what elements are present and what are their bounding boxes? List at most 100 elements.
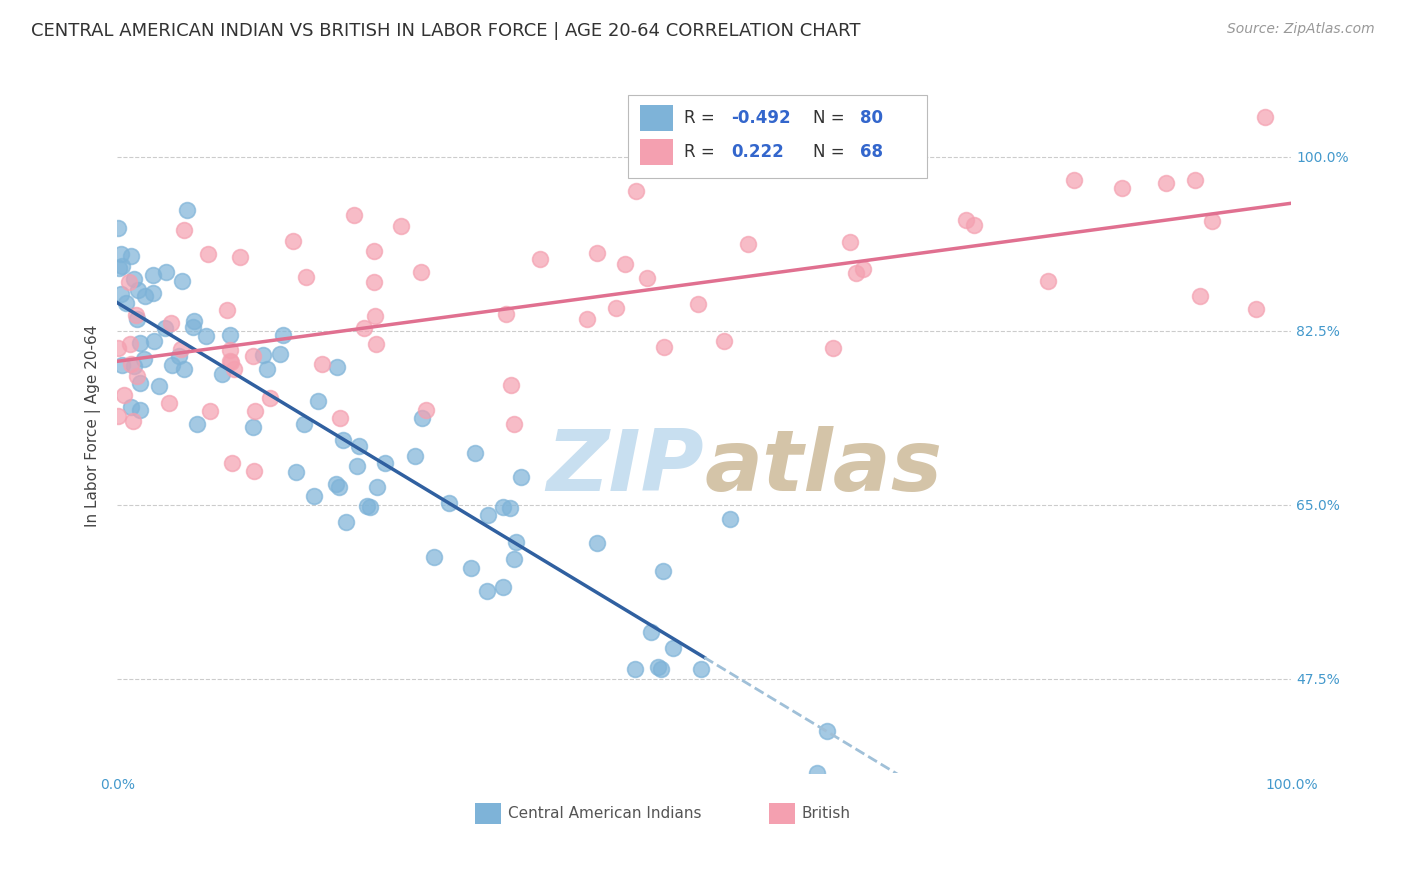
Point — [245, 404, 267, 418]
Point — [170, 343, 193, 357]
Point — [963, 218, 986, 232]
Point — [271, 328, 294, 343]
Point — [217, 303, 239, 318]
Point — [256, 362, 278, 376]
Point — [183, 314, 205, 328]
Point — [332, 433, 354, 447]
Point — [464, 446, 486, 460]
Point — [586, 246, 609, 260]
Point — [285, 465, 308, 479]
Text: 68: 68 — [860, 143, 883, 161]
Point — [605, 301, 627, 315]
Point — [200, 404, 222, 418]
Point — [157, 396, 180, 410]
FancyBboxPatch shape — [640, 138, 672, 165]
Point — [654, 340, 676, 354]
Text: 80: 80 — [860, 109, 883, 127]
Point — [129, 335, 152, 350]
Point — [242, 420, 264, 434]
Point — [129, 403, 152, 417]
Point — [120, 249, 142, 263]
Point — [125, 308, 148, 322]
Point — [1154, 176, 1177, 190]
Point — [415, 402, 437, 417]
Point — [343, 209, 366, 223]
Point — [169, 349, 191, 363]
Point — [112, 388, 135, 402]
Point — [148, 379, 170, 393]
Point — [359, 500, 381, 515]
Point — [492, 500, 515, 515]
FancyBboxPatch shape — [769, 804, 794, 824]
Point — [613, 256, 636, 270]
Text: atlas: atlas — [704, 425, 942, 508]
Point — [143, 334, 166, 348]
Point — [124, 272, 146, 286]
Point — [326, 360, 349, 375]
Point — [495, 307, 517, 321]
Point — [115, 295, 138, 310]
Point — [353, 321, 375, 335]
Point — [107, 341, 129, 355]
Point — [222, 362, 245, 376]
Point — [122, 359, 145, 374]
Point — [125, 369, 148, 384]
Point — [118, 337, 141, 351]
Point — [1201, 214, 1223, 228]
Point — [176, 203, 198, 218]
Point — [118, 275, 141, 289]
Point — [529, 252, 551, 267]
Text: Central American Indians: Central American Indians — [508, 806, 702, 822]
Point — [110, 246, 132, 260]
Point — [219, 354, 242, 368]
Point — [713, 334, 735, 348]
Point — [690, 662, 713, 676]
Text: -0.492: -0.492 — [731, 109, 792, 127]
Point — [142, 268, 165, 282]
Point — [170, 274, 193, 288]
Point — [110, 286, 132, 301]
Point — [652, 564, 675, 578]
Text: R =: R = — [685, 143, 725, 161]
Point — [107, 221, 129, 235]
Point — [501, 377, 523, 392]
Point — [356, 499, 378, 513]
Point — [955, 213, 977, 227]
Point — [242, 350, 264, 364]
FancyBboxPatch shape — [640, 104, 672, 131]
Point — [405, 449, 427, 463]
Point — [409, 265, 432, 279]
Point — [346, 459, 368, 474]
Point — [160, 359, 183, 373]
Point — [475, 584, 498, 599]
Point — [851, 261, 873, 276]
Point — [437, 496, 460, 510]
Point — [173, 223, 195, 237]
Point — [107, 409, 129, 423]
Point — [640, 625, 662, 640]
Point — [134, 289, 156, 303]
Point — [845, 266, 868, 280]
Point — [107, 261, 129, 276]
Point — [153, 321, 176, 335]
Point — [1111, 181, 1133, 195]
Point — [477, 508, 499, 523]
Point — [142, 285, 165, 300]
Point — [311, 357, 333, 371]
Y-axis label: In Labor Force | Age 20-64: In Labor Force | Age 20-64 — [86, 324, 101, 526]
Text: R =: R = — [685, 109, 720, 127]
FancyBboxPatch shape — [475, 804, 501, 824]
Point — [737, 236, 759, 251]
Point — [335, 515, 357, 529]
Point — [503, 417, 526, 431]
Point — [389, 219, 412, 233]
Point — [325, 476, 347, 491]
Point — [197, 247, 219, 261]
Point — [302, 489, 325, 503]
Text: ZIP: ZIP — [547, 425, 704, 508]
Point — [1036, 274, 1059, 288]
Text: 0.222: 0.222 — [731, 143, 785, 161]
Point — [423, 549, 446, 564]
Text: British: British — [801, 806, 851, 822]
Point — [125, 312, 148, 326]
